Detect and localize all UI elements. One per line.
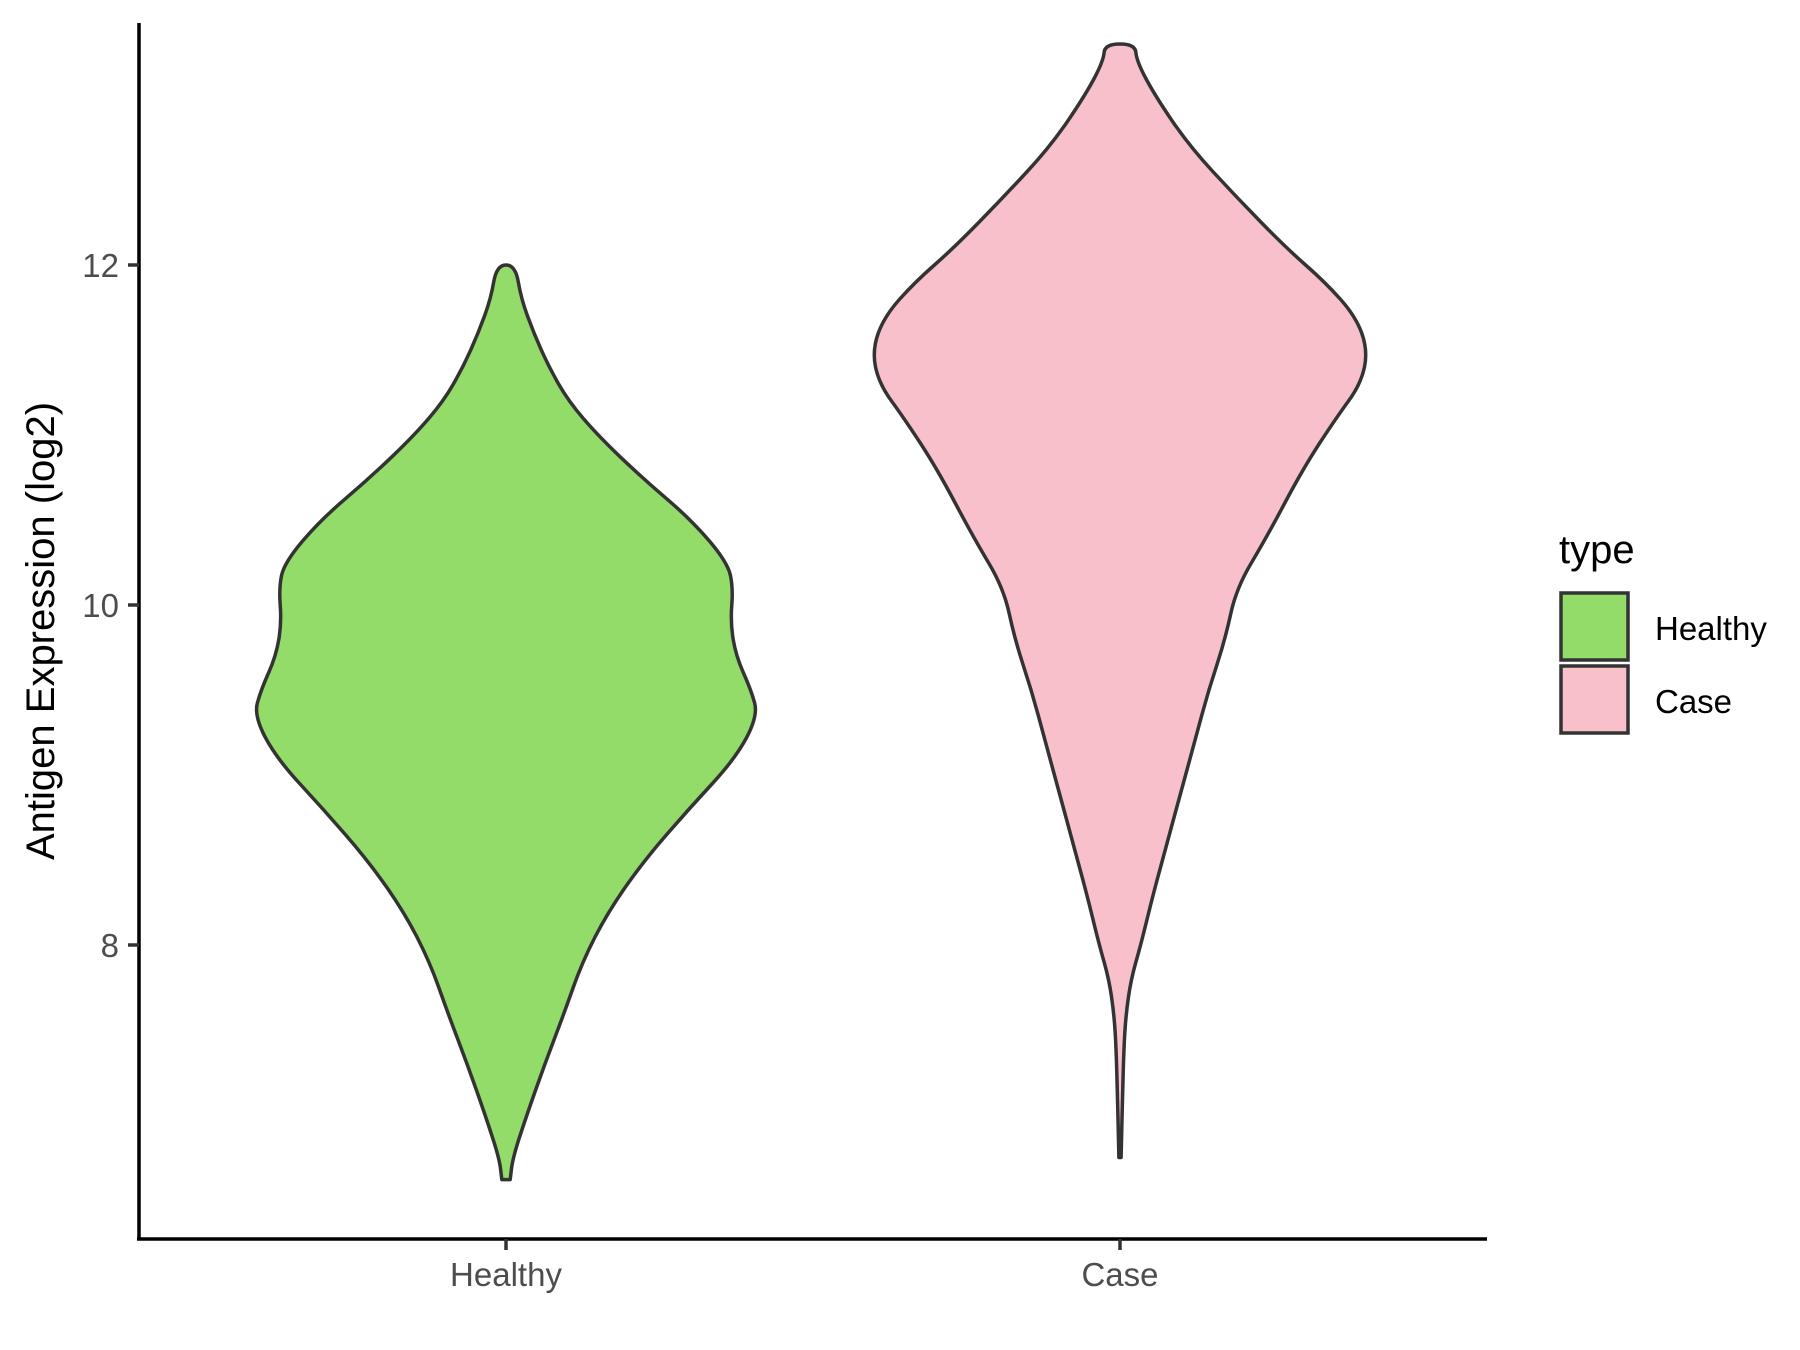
x-ticks: Healthy Case bbox=[450, 1239, 1159, 1293]
x-tick-label-case: Case bbox=[1081, 1256, 1158, 1293]
plot-area bbox=[254, 42, 1368, 1182]
legend: type Healthy Case bbox=[1559, 528, 1767, 735]
y-tick-label: 8 bbox=[101, 927, 119, 964]
legend-label-case: Case bbox=[1655, 683, 1732, 720]
legend-key-healthy bbox=[1559, 591, 1630, 662]
violin-case bbox=[872, 42, 1368, 1160]
y-ticks: 8 10 12 bbox=[82, 247, 139, 964]
y-tick-label: 12 bbox=[82, 247, 119, 284]
violin-healthy bbox=[254, 263, 758, 1182]
y-axis-title: Antigen Expression (log2) bbox=[19, 402, 63, 860]
x-tick-label-healthy: Healthy bbox=[450, 1256, 562, 1293]
legend-title: type bbox=[1559, 528, 1635, 572]
y-tick-label: 10 bbox=[82, 587, 119, 624]
legend-label-healthy: Healthy bbox=[1655, 610, 1767, 647]
legend-key-case bbox=[1559, 664, 1630, 735]
